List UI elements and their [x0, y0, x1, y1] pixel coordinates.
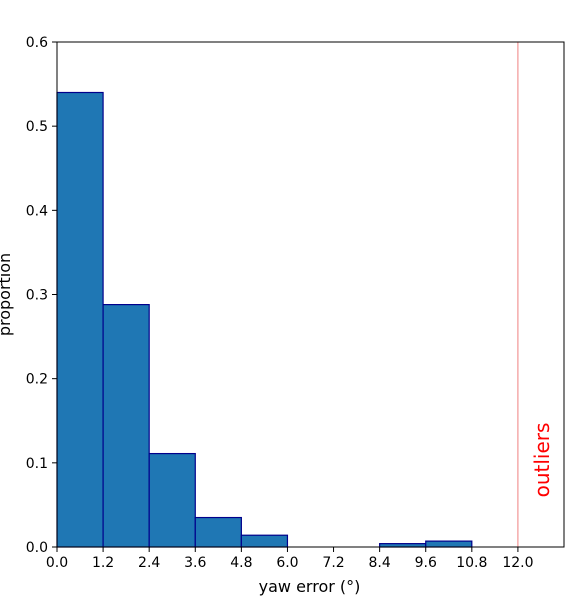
- y-tick-label: 0.1: [26, 456, 48, 472]
- x-axis-ticks: 0.0 1.2 2.4 3.6 4.8 6.0 7.2 8.4 9.6 10.8 12.0: [46, 547, 533, 571]
- histogram-bar-3: [194, 516, 242, 548]
- histogram-bar-1: [102, 304, 150, 548]
- y-axis-title: proportion: [0, 253, 14, 336]
- x-tick-label: 6.0: [276, 555, 298, 571]
- outlier-label: outliers: [530, 423, 554, 498]
- x-tick-label: 10.8: [456, 555, 487, 571]
- y-axis-ticks: 0.0 0.1 0.2 0.3 0.4 0.5 0.6: [26, 35, 57, 556]
- y-tick-label: 0.3: [26, 288, 48, 304]
- x-tick-label: 9.6: [415, 555, 437, 571]
- histogram-bar-8: [425, 540, 473, 548]
- histogram-bar-2: [148, 452, 196, 548]
- y-tick-label: 0.4: [26, 203, 48, 219]
- y-tick-label: 0.6: [26, 35, 48, 51]
- x-tick-label: 0.0: [46, 555, 68, 571]
- x-tick-label: 4.8: [230, 555, 252, 571]
- y-tick-label: 0.5: [26, 119, 48, 135]
- x-tick-label: 2.4: [138, 555, 160, 571]
- x-tick-label: 1.2: [92, 555, 114, 571]
- histogram-bar-7: [379, 543, 427, 548]
- x-tick-label: 7.2: [322, 555, 344, 571]
- x-tick-label: 12.0: [502, 555, 533, 571]
- y-tick-label: 0.0: [26, 540, 48, 556]
- y-tick-label: 0.2: [26, 372, 48, 388]
- x-axis-title: yaw error (°): [259, 577, 361, 596]
- x-tick-label: 8.4: [369, 555, 391, 571]
- bars-group: [56, 91, 473, 548]
- histogram-bar-0: [56, 91, 104, 548]
- histogram-bar-4: [240, 534, 289, 548]
- x-tick-label: 3.6: [184, 555, 206, 571]
